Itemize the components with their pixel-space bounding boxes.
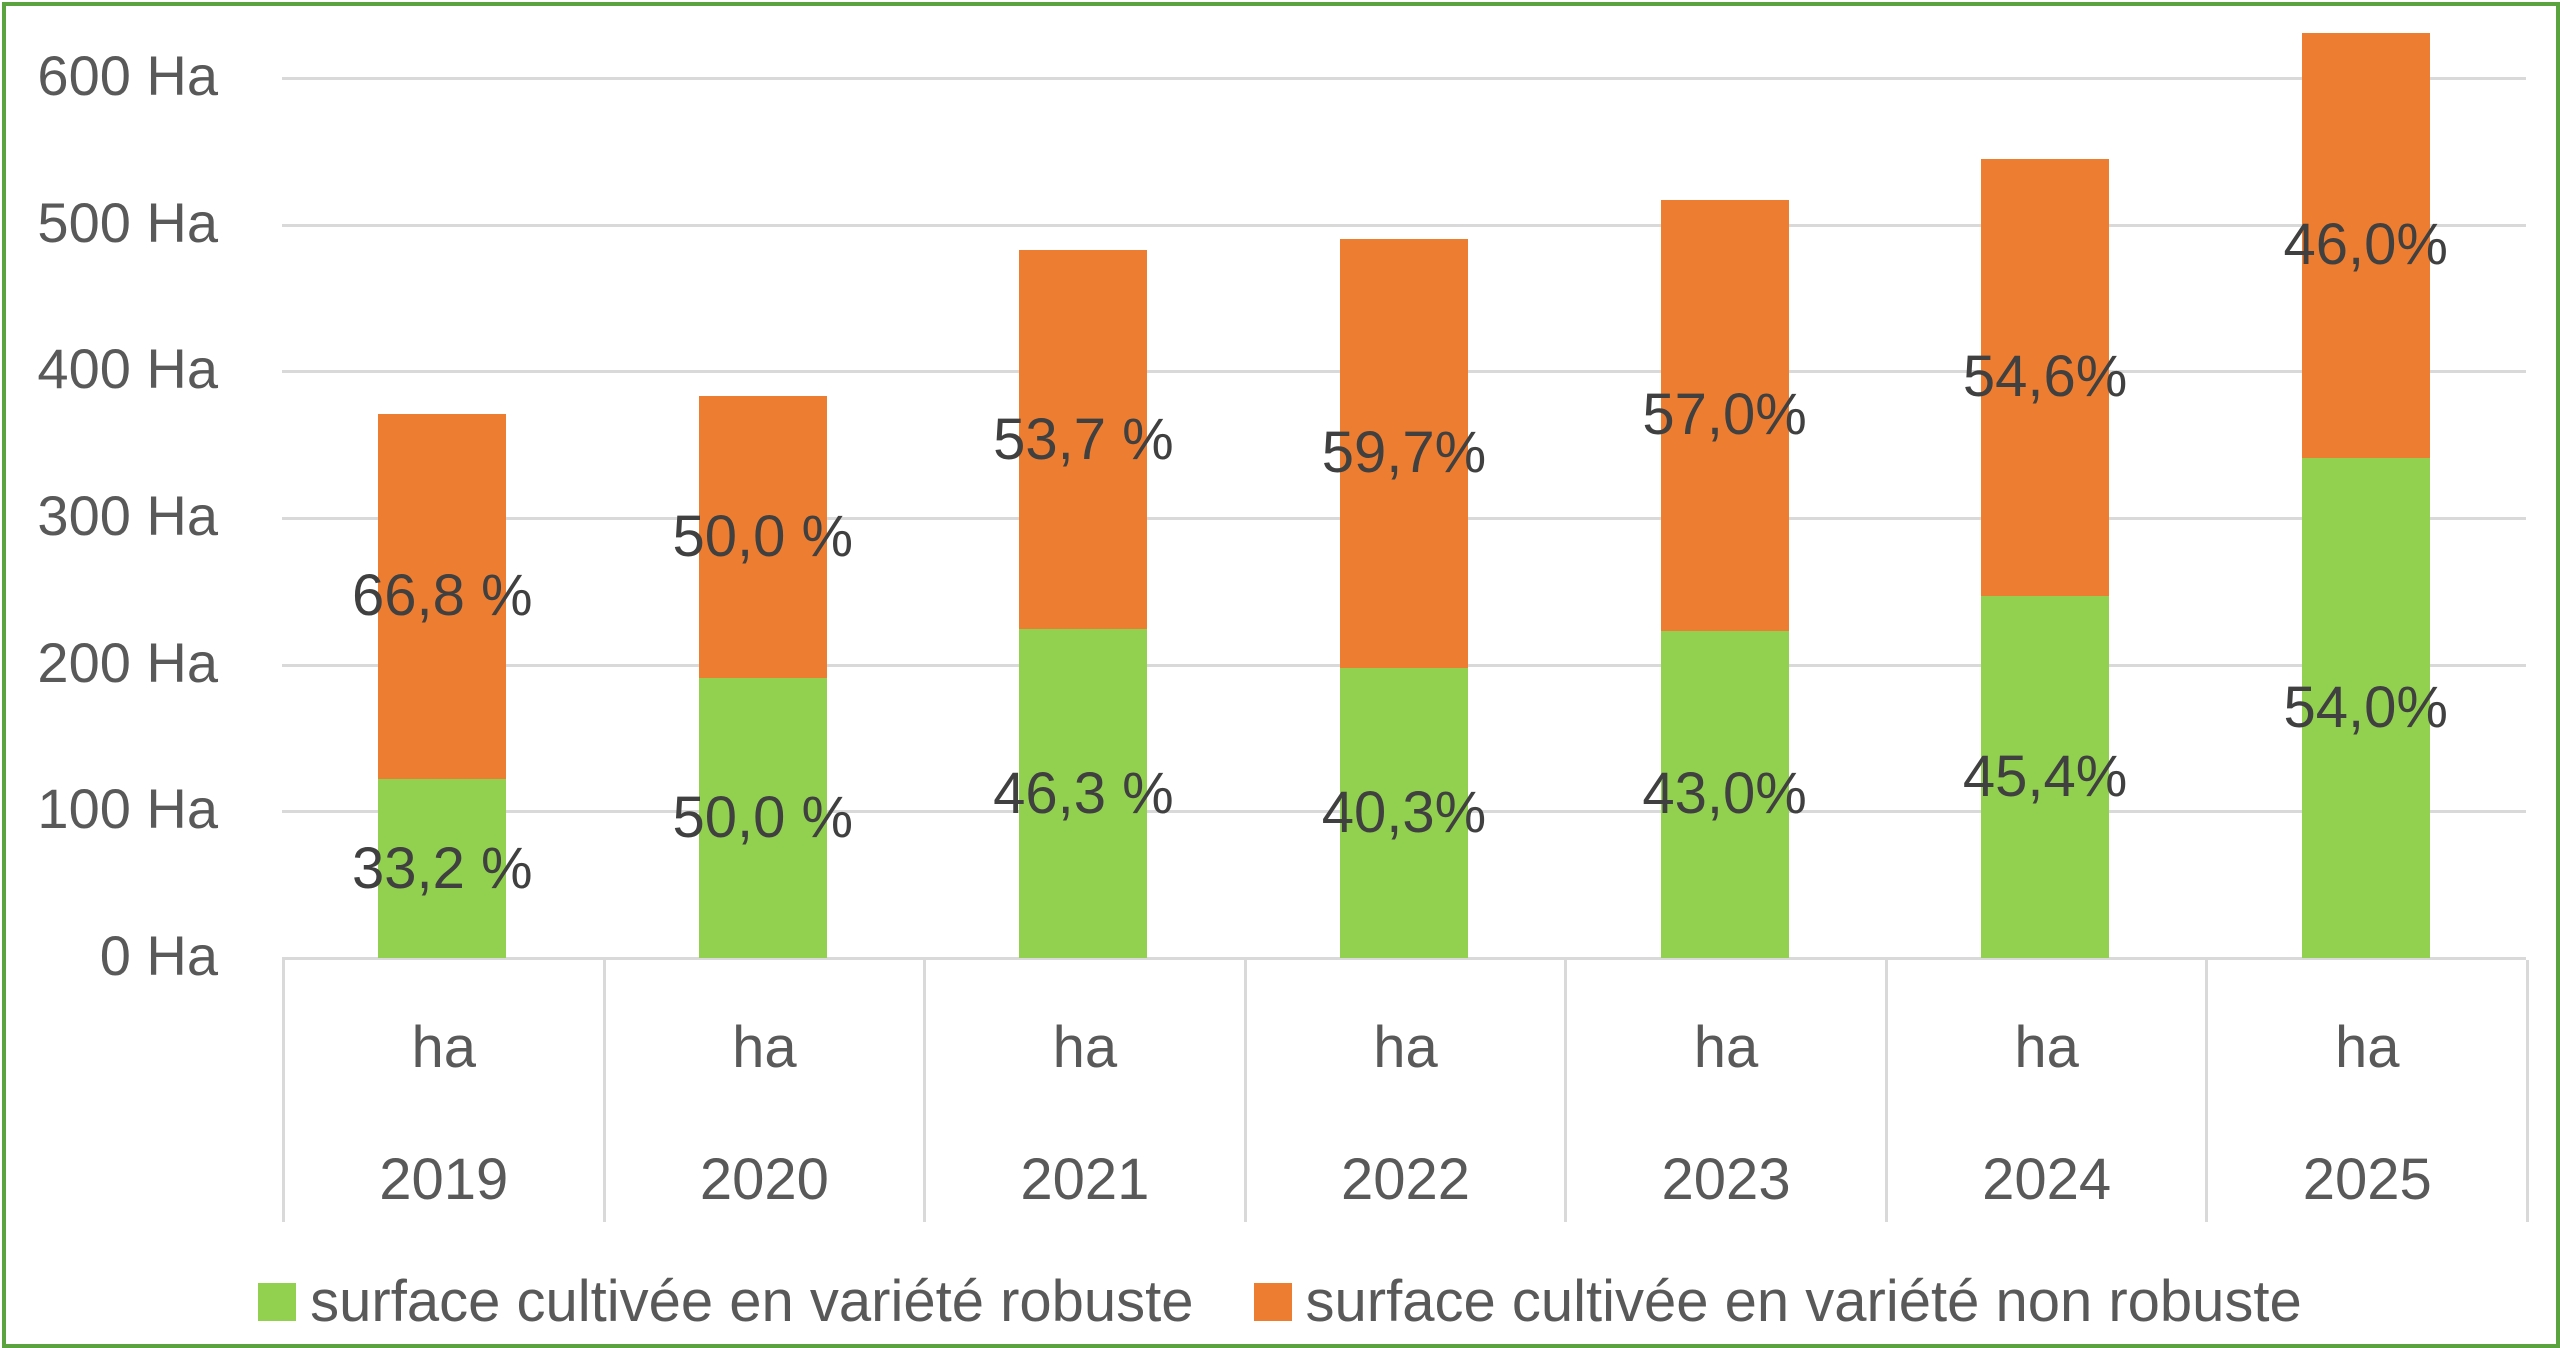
bar-segment-non-robuste xyxy=(1019,249,1148,630)
data-label: 46,0% xyxy=(2283,212,2448,278)
y-tick-label: 300 Ha xyxy=(37,484,218,547)
data-label: 54,6% xyxy=(1962,344,2128,410)
data-label: 50,0 % xyxy=(672,504,854,570)
x-year-label: 2025 xyxy=(2302,1147,2432,1212)
legend-label: surface cultivée en variété robuste xyxy=(310,1269,1194,1334)
y-tick-label: 200 Ha xyxy=(37,630,218,694)
bar-segment-robuste xyxy=(2301,457,2430,958)
data-label: 57,0% xyxy=(1642,382,1807,448)
x-category-2024: ha 2024 xyxy=(1884,960,2206,1222)
legend-swatch-orange xyxy=(1253,1282,1292,1321)
x-unit-label: ha xyxy=(732,1015,797,1080)
data-label: 45,4% xyxy=(1962,743,2128,809)
bar-2025: 46,0% 54,0% xyxy=(2283,32,2448,958)
x-year-label: 2019 xyxy=(379,1147,509,1212)
data-label: 40,3% xyxy=(1321,779,1487,845)
bar-2019: 66,8 % 33,2 % xyxy=(352,413,533,958)
bar-segment-robuste xyxy=(1019,629,1148,958)
x-category-2021: ha 2021 xyxy=(923,960,1244,1222)
bar-2021: 53,7 % 46,3 % xyxy=(993,249,1174,958)
data-label: 53,7 % xyxy=(993,406,1174,472)
x-unit-label: ha xyxy=(2014,1015,2079,1080)
data-label: 59,7% xyxy=(1321,420,1487,486)
y-tick-label: 500 Ha xyxy=(37,190,218,254)
legend-item-robuste: surface cultivée en variété robuste xyxy=(258,1268,1194,1335)
bar-2022: 59,7% 40,3% xyxy=(1322,239,1486,958)
bar-segment-non-robuste xyxy=(1340,239,1468,668)
x-unit-label: ha xyxy=(1693,1015,1759,1080)
bar-segment-non-robuste xyxy=(698,396,827,678)
bar-segment-robuste xyxy=(1660,630,1789,958)
x-year-label: 2023 xyxy=(1661,1147,1791,1212)
data-label: 33,2 % xyxy=(351,835,533,901)
bar-segment-non-robuste xyxy=(2301,32,2430,458)
legend-item-non-robuste: surface cultivée en variété non robuste xyxy=(1253,1268,2302,1335)
y-tick-label: 400 Ha xyxy=(37,337,218,401)
x-category-2023: ha 2023 xyxy=(1564,960,1885,1222)
legend-swatch-green xyxy=(258,1282,297,1321)
y-tick-label: 600 Ha xyxy=(37,44,218,107)
x-year-label: 2022 xyxy=(1340,1147,1470,1212)
bar-segment-robuste xyxy=(378,779,507,958)
data-label: 50,0 % xyxy=(672,784,854,850)
data-label: 46,3 % xyxy=(993,760,1174,826)
gridline xyxy=(282,77,2526,80)
x-axis-right-border xyxy=(2526,960,2529,1222)
bar-2020: 50,0 % 50,0 % xyxy=(673,396,853,958)
legend-label: surface cultivée en variété non robuste xyxy=(1305,1269,2302,1334)
gridline xyxy=(282,957,2526,960)
bar-segment-robuste xyxy=(698,677,827,958)
bar-2023: 57,0% 43,0% xyxy=(1642,199,1807,958)
x-unit-label: ha xyxy=(1052,1015,1118,1080)
data-label: 54,0% xyxy=(2283,674,2448,740)
bar-segment-non-robuste xyxy=(1981,158,2110,596)
data-label: 43,0% xyxy=(1642,761,1807,827)
bar-segment-robuste xyxy=(1340,667,1468,958)
bar-segment-robuste xyxy=(1981,595,2110,958)
x-unit-label: ha xyxy=(411,1015,477,1080)
data-label: 66,8 % xyxy=(351,563,533,629)
bar-segment-non-robuste xyxy=(378,413,507,780)
x-category-2022: ha 2022 xyxy=(1243,960,1565,1222)
x-category-2020: ha 2020 xyxy=(602,960,924,1222)
bar-segment-non-robuste xyxy=(1660,199,1789,631)
x-unit-label: ha xyxy=(1373,1015,1438,1080)
x-year-label: 2021 xyxy=(1020,1147,1150,1212)
y-tick-label: 100 Ha xyxy=(37,777,218,841)
x-category-2025: ha 2025 xyxy=(2205,960,2526,1222)
x-unit-label: ha xyxy=(2334,1015,2400,1080)
x-year-label: 2024 xyxy=(1982,1147,2112,1212)
y-tick-label: 0 Ha xyxy=(99,924,218,987)
x-year-label: 2020 xyxy=(699,1147,829,1212)
gridline xyxy=(282,223,2526,227)
x-category-2019: ha 2019 xyxy=(282,960,603,1222)
bar-2024: 54,6% 45,4% xyxy=(1963,158,2127,958)
legend: surface cultivée en variété robuste surf… xyxy=(0,1268,2560,1335)
